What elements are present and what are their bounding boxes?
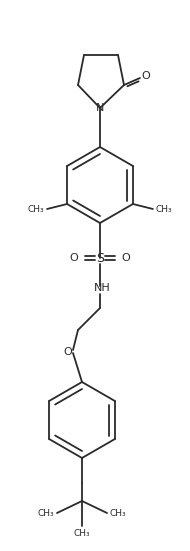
Text: CH₃: CH₃ <box>74 530 90 538</box>
Text: S: S <box>96 251 104 264</box>
Text: CH₃: CH₃ <box>156 206 173 214</box>
Text: CH₃: CH₃ <box>28 206 44 214</box>
Text: CH₃: CH₃ <box>37 510 54 518</box>
Text: O: O <box>142 71 150 81</box>
Text: O: O <box>64 347 72 357</box>
Text: N: N <box>96 103 104 113</box>
Text: O: O <box>70 253 78 263</box>
Text: O: O <box>122 253 130 263</box>
Text: CH₃: CH₃ <box>110 510 127 518</box>
Text: NH: NH <box>94 283 110 293</box>
